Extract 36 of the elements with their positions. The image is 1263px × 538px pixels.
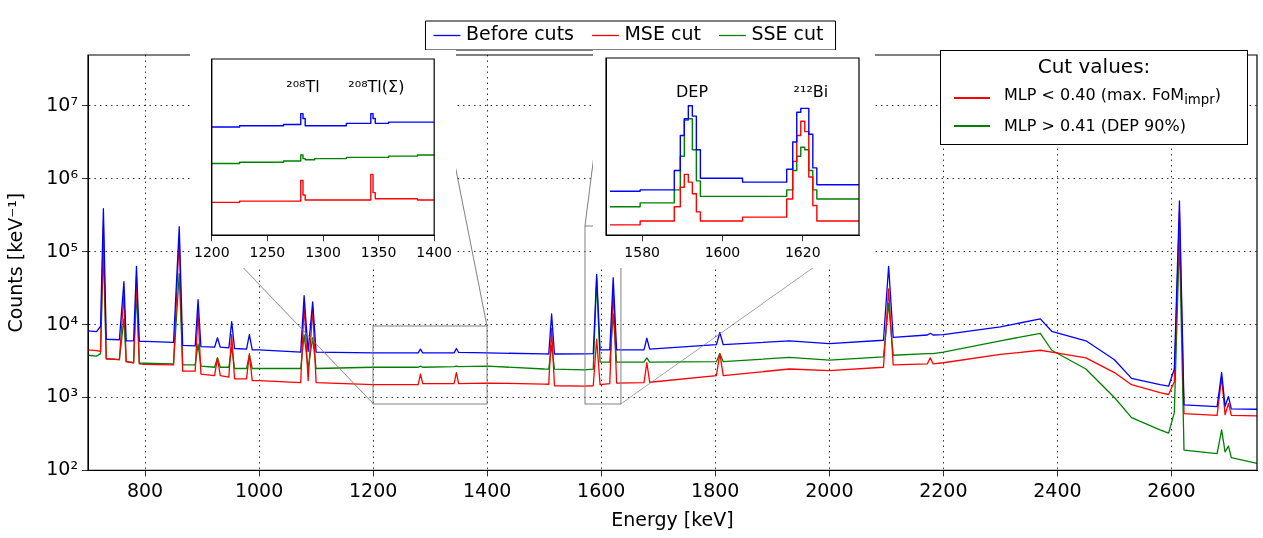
annotation: MLP > 0.41 (DEP 90%) bbox=[1004, 115, 1186, 138]
x-tick-label: 1800 bbox=[691, 478, 740, 501]
annotation: ²⁰⁸Tl bbox=[286, 77, 320, 97]
x-tick-label: 1400 bbox=[416, 244, 453, 261]
y-tick-label: 10⁷ bbox=[46, 92, 78, 115]
y-tick-label: 10⁶ bbox=[46, 165, 78, 188]
y-tick-label: 10³ bbox=[46, 384, 78, 407]
x-tick-label: 1000 bbox=[234, 478, 284, 501]
annotation: Cut values: bbox=[1036, 54, 1152, 78]
x-tick-label: 1580 bbox=[624, 244, 660, 261]
x-tick-label: 2600 bbox=[1147, 478, 1196, 501]
x-tick-label: 1200 bbox=[348, 478, 398, 501]
x-tick-label: 1250 bbox=[249, 244, 286, 261]
x-tick-label: 2000 bbox=[805, 478, 854, 501]
x-axis-title: Energy [keV] bbox=[611, 507, 734, 530]
annotation: DEP bbox=[675, 81, 709, 101]
x-tick-label: 1200 bbox=[193, 244, 230, 261]
x-tick-label: 1300 bbox=[305, 244, 341, 261]
legend-label: SSE cut bbox=[751, 22, 824, 45]
x-tick-label: 1600 bbox=[704, 244, 741, 261]
x-tick-label: 1620 bbox=[784, 244, 821, 261]
x-tick-label: 2200 bbox=[919, 478, 968, 501]
legend-label: MSE cut bbox=[624, 22, 701, 45]
y-tick-label: 10⁵ bbox=[46, 238, 78, 261]
annotation: ²¹²Bi bbox=[793, 81, 829, 101]
y-tick-label: 10² bbox=[46, 457, 78, 480]
x-tick-label: 1350 bbox=[360, 244, 397, 261]
y-tick-label: 10⁴ bbox=[46, 311, 79, 334]
y-axis-title: Counts [keV⁻¹] bbox=[4, 192, 27, 333]
x-tick-label: 800 bbox=[126, 478, 164, 501]
legend-label: Before cuts bbox=[465, 22, 574, 45]
x-tick-label: 1400 bbox=[462, 478, 512, 501]
annotation: MLP < 0.40 (max. FoM$_{impr}$) bbox=[1004, 84, 1222, 110]
x-tick-label: 2400 bbox=[1033, 478, 1082, 501]
x-tick-label: 1600 bbox=[577, 478, 626, 501]
annotation: ²⁰⁸Tl(Σ) bbox=[348, 77, 405, 97]
